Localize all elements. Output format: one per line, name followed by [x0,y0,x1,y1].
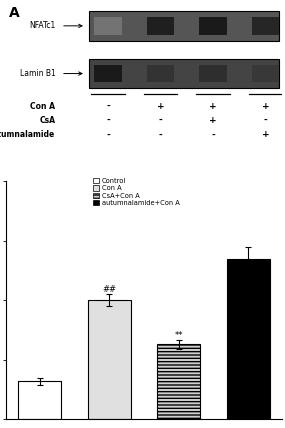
Bar [252,65,279,82]
Bar [147,65,174,82]
Text: A: A [9,6,19,20]
Text: Autumnalamide: Autumnalamide [0,131,56,140]
Text: -: - [159,116,162,125]
Text: NFATc1: NFATc1 [29,21,56,30]
Bar [94,17,122,35]
Text: +: + [262,131,269,140]
Bar [199,65,227,82]
Legend: Control, Con A, CsA+Con A, autumnalamide+Con A: Control, Con A, CsA+Con A, autumnalamide… [92,177,180,207]
Text: -: - [264,116,267,125]
Text: Lamin B1: Lamin B1 [20,69,56,78]
Bar [89,59,279,88]
Bar [157,345,200,419]
Text: +: + [262,102,269,111]
Bar [88,300,131,419]
Bar [227,259,270,419]
Text: ##: ## [102,285,116,294]
Text: +: + [157,102,164,111]
Bar [94,65,122,82]
Text: -: - [106,116,110,125]
Bar [89,11,279,41]
Text: +: + [209,102,217,111]
Bar [252,17,279,35]
Text: -: - [106,102,110,111]
Bar [18,381,61,419]
Bar [147,17,174,35]
Bar [199,17,227,35]
Text: Con A: Con A [30,102,56,111]
Text: -: - [106,131,110,140]
Text: +: + [209,116,217,125]
Text: CsA: CsA [39,116,56,125]
Text: **: ** [174,330,183,339]
Text: -: - [159,131,162,140]
Text: -: - [211,131,215,140]
